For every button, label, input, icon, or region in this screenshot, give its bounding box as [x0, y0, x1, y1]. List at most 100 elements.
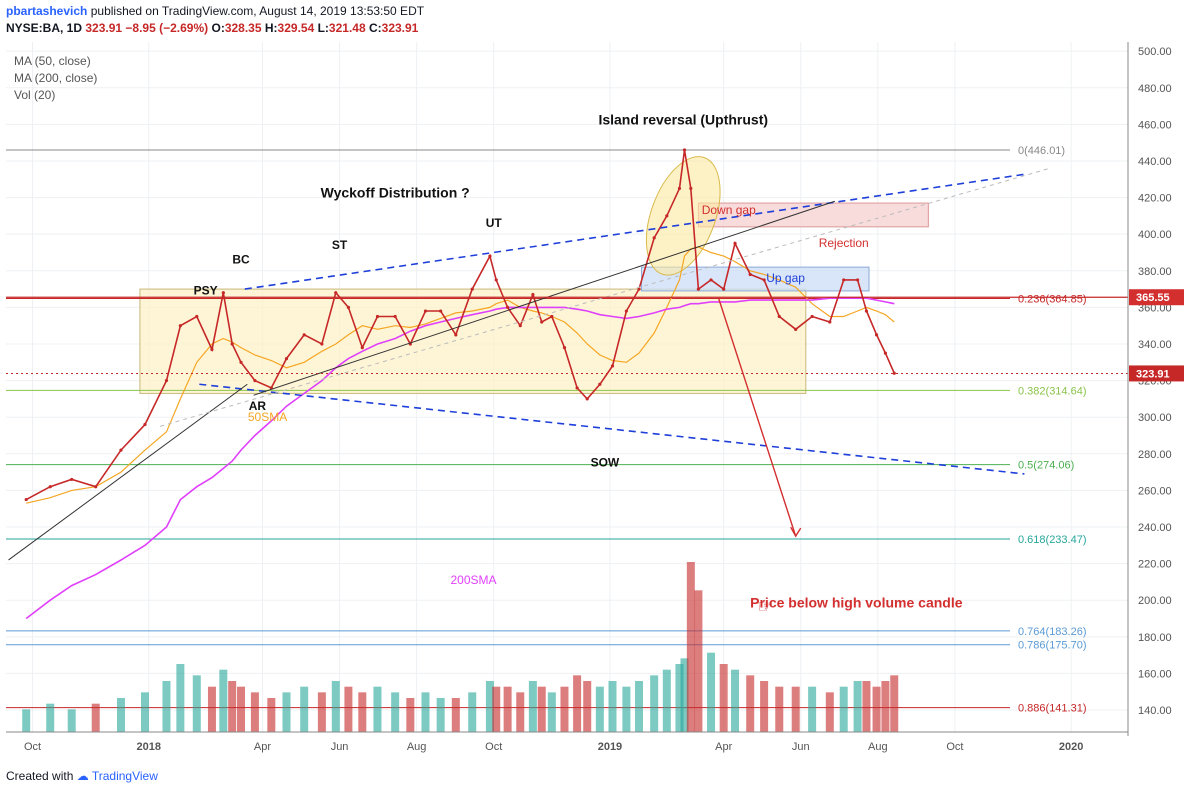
volume-bar	[537, 686, 546, 732]
price-point	[637, 287, 641, 291]
tradingview-link[interactable]: TradingView	[91, 769, 158, 783]
indicator-volume[interactable]: Vol (20)	[14, 88, 56, 102]
y-tick-label: 260.00	[1138, 485, 1172, 497]
y-tick-label: 380.00	[1138, 266, 1172, 278]
symbol-label: NYSE:BA, 1D	[6, 21, 83, 35]
price-point	[585, 397, 589, 401]
volume-bar	[116, 698, 125, 732]
volume-bar	[485, 681, 494, 732]
fib-retracement: 0(446.01) 0.236(364.85) 0.382(314.64) 0.5(2…	[6, 145, 1087, 715]
price-point	[696, 287, 701, 291]
annotation-label: 200SMA	[450, 573, 496, 587]
volume-bar	[358, 692, 367, 732]
price-point	[302, 333, 306, 337]
price-point	[722, 287, 726, 291]
volume-bar	[207, 686, 216, 732]
volume-bar	[808, 686, 817, 732]
price-point	[375, 314, 380, 319]
y-tick-label: 500.00	[1138, 46, 1172, 58]
fib-level-label: 0.764(183.26)	[1018, 626, 1087, 638]
volume-bar	[237, 686, 246, 732]
price-point	[221, 291, 225, 295]
volume-bar	[791, 686, 800, 732]
annotation-label: SOW	[591, 456, 620, 470]
price-change: −8.95 (−2.69%)	[125, 21, 209, 35]
price-point	[518, 324, 522, 328]
price-point	[284, 357, 289, 361]
price-point	[794, 327, 798, 331]
price-point	[733, 241, 737, 245]
x-tick-label: 2020	[1059, 741, 1083, 753]
indicator-ma50[interactable]: MA (50, close)	[14, 54, 91, 68]
price-point	[164, 378, 169, 383]
pointing-hand-icon: ☞	[757, 597, 773, 617]
price-point	[828, 320, 832, 324]
lower-channel-line	[199, 383, 1025, 475]
volume-bar	[67, 709, 76, 732]
y-tick-label: 280.00	[1138, 449, 1172, 461]
footer: Created with ☁ TradingView	[6, 769, 158, 783]
annotation-label: UT	[486, 216, 503, 230]
price-point	[624, 309, 628, 313]
price-point	[677, 186, 682, 191]
price-line	[24, 148, 896, 502]
trend-lines	[6, 167, 1128, 561]
volume-bar	[719, 664, 728, 732]
support-trend-line	[253, 200, 836, 396]
volume-bar	[760, 681, 769, 732]
price-point	[562, 346, 567, 350]
volume-bar	[516, 692, 525, 732]
price-point	[762, 278, 766, 282]
volume-bar	[492, 686, 501, 732]
current-price-label: 323.91	[1136, 368, 1170, 380]
y-tick-label: 460.00	[1138, 119, 1172, 131]
indicator-ma200[interactable]: MA (200, close)	[14, 71, 98, 85]
volume-bars	[22, 562, 899, 732]
price-point	[883, 351, 888, 355]
volume-bar	[282, 692, 291, 732]
price-point	[334, 291, 338, 295]
annotation-label: Rejection	[819, 236, 869, 250]
price-point	[253, 378, 257, 383]
x-tick-label: Oct	[24, 741, 41, 753]
high-value: 329.54	[277, 21, 315, 35]
y-tick-label: 180.00	[1138, 632, 1172, 644]
price-point	[439, 309, 443, 313]
annotation-label: Price below high volume candle	[750, 595, 963, 611]
price-point	[665, 214, 669, 218]
volume-bar	[451, 698, 460, 732]
annotation-label: 50SMA	[248, 410, 287, 424]
volume-bar	[680, 658, 689, 732]
volume-bar	[675, 664, 684, 732]
volume-bar	[228, 681, 237, 732]
low-label: L:	[317, 21, 329, 35]
author-link[interactable]: pbartashevich	[6, 4, 88, 18]
published-text: published on TradingView.com, August 14,…	[90, 4, 425, 18]
volume-bar	[707, 652, 716, 732]
volume-bar	[46, 703, 55, 732]
price-point	[531, 292, 535, 297]
price-point	[864, 309, 869, 313]
price-point	[48, 485, 52, 489]
volume-bar	[650, 675, 659, 732]
x-tick-label: Oct	[485, 741, 502, 753]
volume-bar	[317, 692, 326, 732]
resistance-price-tag	[1129, 289, 1184, 306]
price-point	[195, 314, 199, 319]
volume-bar	[862, 681, 871, 732]
y-tick-label: 200.00	[1138, 595, 1172, 607]
y-tick-label: 300.00	[1138, 412, 1172, 424]
volume-bar	[881, 681, 890, 732]
volume-bar	[468, 692, 477, 732]
annotation-label: PSY	[194, 284, 218, 298]
volume-bar	[140, 692, 149, 732]
volume-bar	[825, 692, 834, 732]
price-point	[689, 186, 693, 191]
dashed-regression-line	[160, 167, 1050, 427]
volume-bar	[219, 669, 228, 732]
price-point	[230, 342, 234, 346]
projection-arrow	[717, 298, 797, 537]
price-point	[892, 371, 896, 375]
volume-bar	[406, 698, 415, 732]
